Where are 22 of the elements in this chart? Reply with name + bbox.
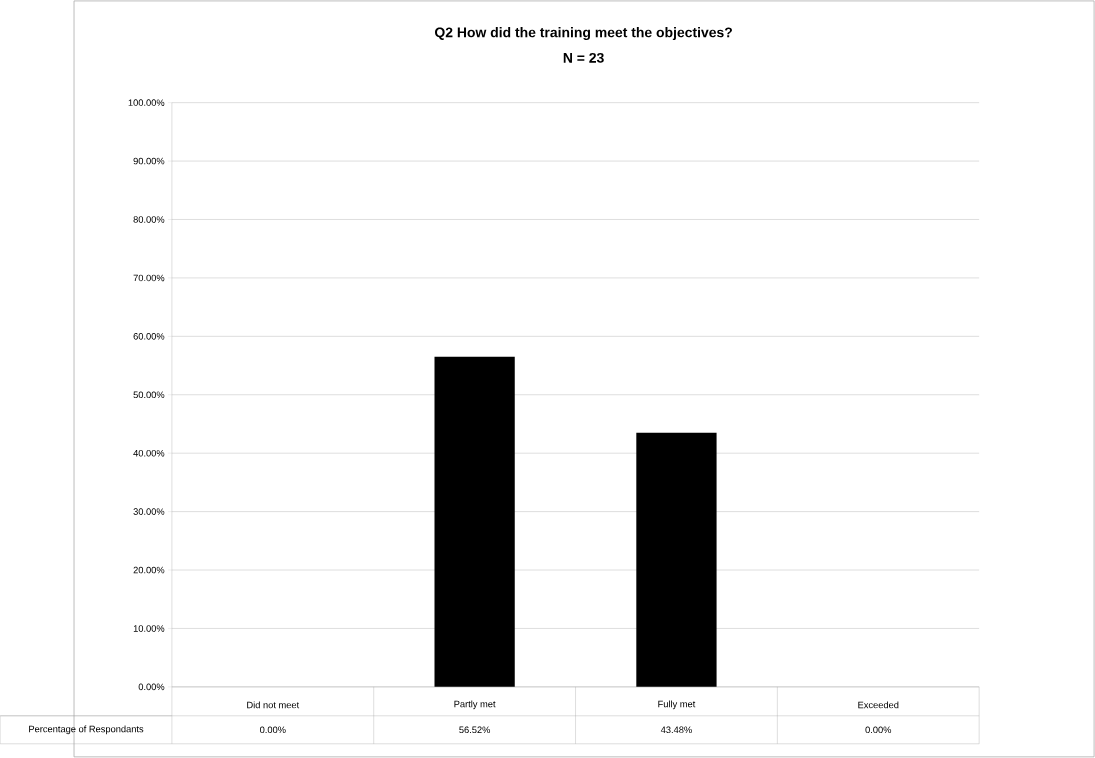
data-label: 0.00% xyxy=(865,726,892,734)
y-tick-label: 90.00% xyxy=(133,157,165,165)
y-tick-label: 60.00% xyxy=(133,333,165,340)
x-tick-label: Partly met xyxy=(454,700,496,710)
y-tick-label: 10.00% xyxy=(133,625,165,632)
x-tick-label: Fully met xyxy=(658,700,696,710)
data-label: 43.48% xyxy=(660,726,692,734)
data-label: 56.52% xyxy=(459,726,491,734)
y-tick-label: 30.00% xyxy=(133,508,165,515)
y-tick-label: 50.00% xyxy=(133,391,165,399)
data-label: 0.00% xyxy=(260,726,286,734)
y-tick-label: 20.00% xyxy=(133,566,165,574)
chart-subtitle: N = 23 xyxy=(563,53,604,63)
y-tick-label: 70.00% xyxy=(133,274,165,282)
x-tick-label: Did not meet xyxy=(247,701,300,709)
y-tick-label: 40.00% xyxy=(133,449,165,457)
x-tick-label: Exceeded xyxy=(858,701,899,709)
y-tick-label: 100.00% xyxy=(128,99,165,107)
y-tick-label: 0.00% xyxy=(138,683,165,691)
y-tick-label: 80.00% xyxy=(133,216,165,223)
text: Percentage of Respondants xyxy=(29,725,144,735)
chart-title: Q2 How did the training meet the objectives? xyxy=(434,27,732,41)
